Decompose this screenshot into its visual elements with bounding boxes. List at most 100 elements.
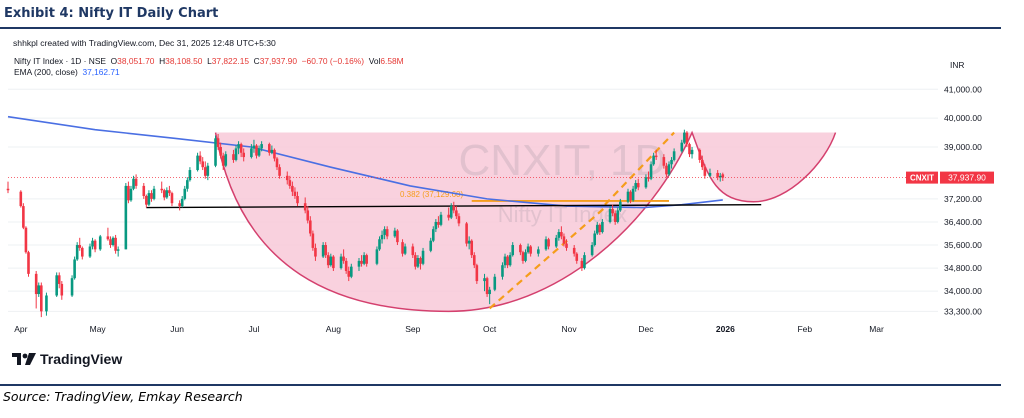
exhibit-title: Exhibit 4: Nifty IT Daily Chart bbox=[4, 6, 219, 21]
x-tick-label: Nov bbox=[562, 324, 578, 334]
y-tick-label: 41,000.00 bbox=[944, 84, 982, 94]
candle-body bbox=[483, 278, 486, 282]
candle-body bbox=[127, 185, 130, 201]
candle-body bbox=[575, 253, 579, 261]
x-tick-label: Mar bbox=[869, 324, 884, 334]
candle-body bbox=[237, 144, 240, 149]
candle-body bbox=[506, 256, 509, 266]
candle-body bbox=[350, 266, 353, 277]
candle-body bbox=[80, 247, 84, 257]
candle-body bbox=[75, 245, 79, 260]
candle-body bbox=[485, 278, 489, 295]
symbol-name: Nifty IT Index · 1D · NSE bbox=[14, 56, 106, 66]
trend-dash-lower bbox=[488, 206, 606, 310]
candle-body bbox=[634, 183, 637, 189]
candle-body bbox=[73, 259, 76, 279]
candle-body bbox=[431, 229, 435, 241]
price-tag-symbol: CNXIT bbox=[910, 174, 934, 183]
candle-body bbox=[537, 249, 540, 254]
candle-body bbox=[98, 236, 102, 250]
open-value: 38,051.70 bbox=[117, 56, 155, 66]
x-tick-label: Oct bbox=[483, 324, 497, 334]
candle-body bbox=[188, 170, 192, 181]
candle-body bbox=[273, 149, 276, 159]
candle-body bbox=[649, 164, 653, 179]
candle-body bbox=[718, 175, 722, 178]
candle-body bbox=[178, 203, 181, 207]
candle-body bbox=[493, 276, 497, 290]
y-tick-label: 34,000.00 bbox=[944, 286, 982, 296]
candle-body bbox=[667, 164, 671, 175]
candle-body bbox=[170, 193, 174, 204]
candle-body bbox=[378, 239, 381, 250]
candle-body bbox=[421, 250, 425, 264]
candle-body bbox=[721, 174, 725, 178]
candle-body bbox=[183, 188, 187, 199]
close-label: C bbox=[253, 56, 260, 66]
candle-body bbox=[383, 229, 386, 235]
price-tag-value-box bbox=[940, 171, 994, 184]
open-label: O bbox=[110, 56, 118, 66]
candle-body bbox=[683, 132, 686, 143]
candle-body bbox=[608, 208, 612, 222]
candle-body bbox=[250, 148, 253, 158]
candle-body bbox=[680, 142, 684, 152]
candle-body bbox=[326, 255, 330, 266]
candle-body bbox=[652, 155, 655, 165]
low-value: 37,822.15 bbox=[211, 56, 250, 66]
candle-body bbox=[554, 237, 558, 247]
candle-body bbox=[601, 221, 604, 233]
candle-body bbox=[60, 283, 64, 296]
candle-body bbox=[488, 289, 491, 295]
candle-body bbox=[547, 239, 550, 247]
candle-body bbox=[206, 165, 210, 176]
candle-body bbox=[142, 185, 146, 196]
candle-body bbox=[232, 154, 235, 160]
chart-frame: CNXIT, 1D Nifty IT Index 0.382 (37,129.60)… bbox=[0, 31, 1001, 380]
candle-body bbox=[268, 144, 271, 153]
high-label: H bbox=[159, 56, 166, 66]
candle-body bbox=[613, 213, 617, 222]
candle-body bbox=[572, 247, 576, 254]
candle-body bbox=[470, 240, 474, 256]
candle-body bbox=[698, 149, 702, 160]
candle-body bbox=[396, 230, 399, 243]
candle-body bbox=[309, 220, 312, 234]
candle-body bbox=[437, 221, 440, 225]
candle-body bbox=[447, 214, 450, 218]
candle-body bbox=[429, 240, 433, 251]
candle-body bbox=[291, 185, 294, 192]
candle-body bbox=[219, 146, 222, 156]
candle-body bbox=[314, 247, 317, 257]
tradingview-logo: TradingView bbox=[12, 351, 122, 367]
candle-body bbox=[365, 255, 368, 264]
candle-body bbox=[688, 144, 691, 155]
candle-body bbox=[362, 255, 366, 264]
candle-body bbox=[626, 191, 630, 202]
candle-body bbox=[611, 208, 614, 214]
high-value: 38,108.50 bbox=[165, 56, 203, 66]
candle-body bbox=[109, 239, 112, 246]
top-rule bbox=[0, 27, 1001, 29]
candle-body bbox=[685, 132, 689, 145]
currency-label: INR bbox=[950, 60, 965, 70]
candle-body bbox=[708, 172, 712, 176]
volume-label: Vol bbox=[368, 56, 381, 66]
candle-body bbox=[124, 185, 128, 250]
candle-body bbox=[457, 216, 461, 224]
candle-body bbox=[467, 240, 471, 244]
x-tick-label: Dec bbox=[638, 324, 654, 334]
candle-body bbox=[160, 188, 164, 191]
candle-body bbox=[598, 224, 602, 233]
candle-body bbox=[439, 214, 443, 225]
y-tick-label: 34,800.00 bbox=[944, 263, 982, 273]
candle-body bbox=[152, 188, 156, 199]
candle-body bbox=[360, 260, 363, 264]
candle-body bbox=[40, 285, 43, 312]
candle-body bbox=[278, 167, 281, 176]
candle-body bbox=[214, 138, 217, 166]
candle-body bbox=[339, 256, 343, 269]
candle-body bbox=[644, 177, 648, 188]
candle-body bbox=[580, 260, 584, 269]
